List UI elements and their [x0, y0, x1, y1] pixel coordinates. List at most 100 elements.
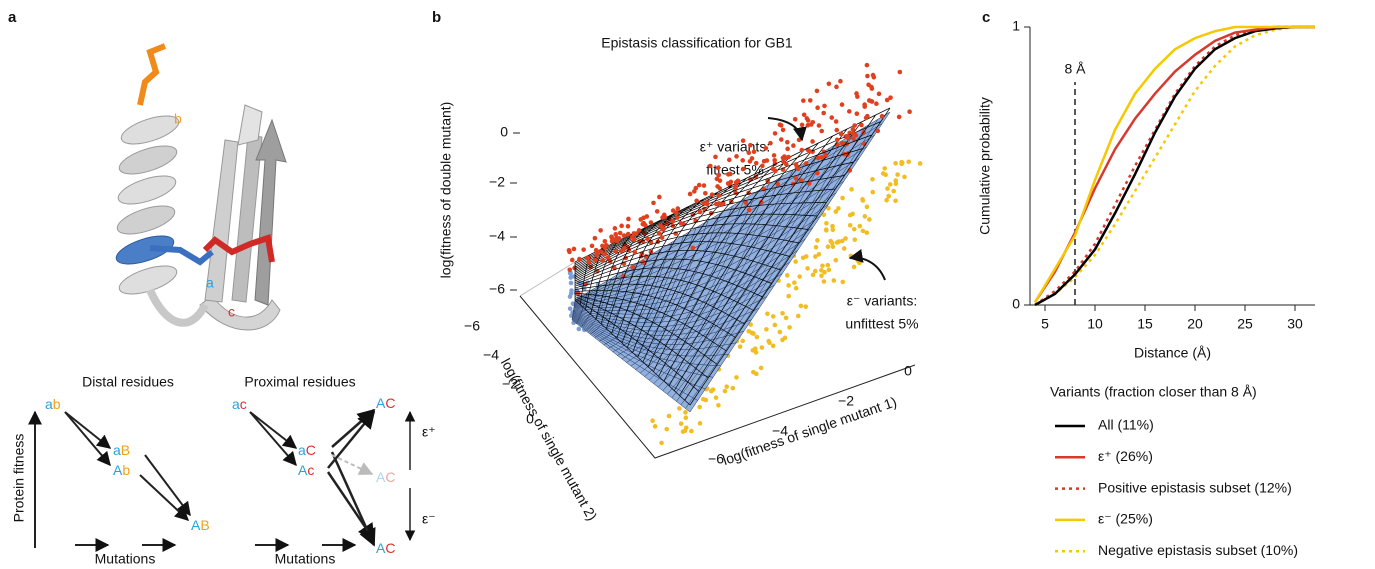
scatter-dot	[772, 157, 777, 163]
scatter-dot	[821, 212, 827, 218]
scatter-dot	[825, 262, 831, 268]
scatter-dot	[902, 174, 907, 180]
scatter-dot	[621, 233, 627, 238]
scatter-dot	[839, 140, 845, 146]
series-line	[1034, 25, 1315, 307]
y-tick-label: −6	[464, 318, 480, 334]
axis-label: log(fitness of single mutant 1)	[721, 393, 899, 468]
fitness-node: aC	[298, 442, 316, 458]
scatter-dot	[643, 254, 649, 259]
scatter-dot	[783, 315, 789, 321]
scatter-dot	[747, 159, 753, 164]
scatter-dot	[589, 243, 595, 249]
scatter-dot	[795, 166, 801, 172]
scatter-dot	[726, 172, 731, 177]
scatter-dot	[764, 327, 769, 332]
scatter-dot	[645, 236, 650, 242]
scatter-dot	[863, 115, 869, 121]
scatter-dot	[724, 384, 730, 389]
scatter-dot	[893, 198, 898, 204]
scatter-dot	[836, 239, 842, 244]
x-tick-label: 30	[1287, 316, 1303, 332]
scatter-dot	[626, 216, 631, 222]
scatter-dot	[595, 249, 600, 255]
scatter-dot	[616, 236, 622, 241]
residue-state: a	[232, 396, 240, 412]
scatter-dot	[764, 158, 770, 163]
scatter-dot	[819, 273, 824, 279]
scatter-dot	[815, 155, 821, 161]
scatter-dot	[851, 136, 856, 141]
scatter-dot	[602, 245, 608, 251]
x-tick-label: −6	[708, 451, 724, 467]
scatter-dot	[810, 139, 815, 144]
scatter-dot	[670, 218, 676, 224]
residue-state: C	[385, 395, 395, 411]
scatter-dot	[657, 194, 662, 200]
floor-edge	[519, 261, 576, 297]
x-tick-label: −4	[772, 423, 788, 439]
scatter-dot	[713, 395, 719, 400]
scatter-dot	[785, 146, 790, 152]
scatter-dot	[629, 235, 635, 240]
x-tick-label: −2	[838, 393, 854, 409]
scatter-dot	[758, 365, 764, 371]
scatter-dot	[793, 162, 799, 167]
y-tick-label: 1	[1012, 18, 1020, 34]
scatter-dot	[791, 143, 796, 148]
scatter-dot	[836, 206, 841, 211]
scatter-dot	[633, 231, 639, 236]
scatter-dot	[798, 178, 804, 183]
scatter-dot	[666, 413, 672, 419]
scatter-dot	[813, 254, 818, 259]
scatter-dot	[870, 189, 876, 195]
scatter-dot	[882, 166, 888, 171]
scatter-dot	[824, 228, 829, 233]
scatter-dot	[644, 214, 650, 219]
scatter-dot	[906, 159, 911, 165]
scatter-dot	[715, 165, 721, 171]
scatter-dot	[874, 101, 879, 107]
scatter-dot	[793, 176, 799, 181]
x-tick-label: 10	[1087, 316, 1103, 332]
scatter-dot	[640, 221, 646, 227]
scatter-dot	[870, 176, 875, 182]
scatter-dot	[891, 188, 896, 194]
scatter-dot	[803, 161, 809, 166]
scatter-dot	[683, 410, 688, 415]
scatter-dot	[652, 424, 658, 429]
residue-state: B	[200, 517, 209, 533]
residue-state: A	[376, 540, 386, 556]
panel-label: a	[8, 9, 17, 26]
scatter-dot	[592, 235, 598, 241]
scatter-dot	[826, 206, 831, 211]
scatter-dot	[567, 306, 573, 311]
scatter-dot	[770, 314, 776, 319]
residue-state: c	[240, 396, 247, 412]
scatter-dot	[862, 104, 868, 109]
scatter-dot	[749, 330, 755, 336]
residue-state: C	[385, 540, 395, 556]
fitness-node: AC	[376, 540, 395, 556]
scatter-dot	[800, 126, 805, 132]
scatter-dot	[746, 150, 752, 156]
scatter-dot	[838, 131, 844, 137]
scatter-dot	[748, 142, 753, 148]
residue-state: A	[298, 462, 308, 478]
scatter-dot	[897, 69, 903, 75]
scatter-dot	[678, 421, 684, 426]
surface-plot: 0−2−4−6−6−4−20−6−4−20	[464, 62, 923, 467]
scatter-dot	[716, 193, 722, 198]
residue-state: a	[298, 442, 306, 458]
scatter-dot	[780, 310, 785, 316]
y-tick-label: −2	[502, 376, 518, 392]
scatter-dot	[768, 140, 773, 146]
residue-state: a	[113, 442, 121, 458]
scatter-dot	[869, 84, 874, 90]
z-tick-label: −2	[489, 174, 505, 190]
scatter-dot	[821, 279, 827, 284]
scatter-dot	[864, 230, 870, 235]
scatter-dot	[833, 257, 839, 263]
scatter-dot	[815, 105, 820, 111]
